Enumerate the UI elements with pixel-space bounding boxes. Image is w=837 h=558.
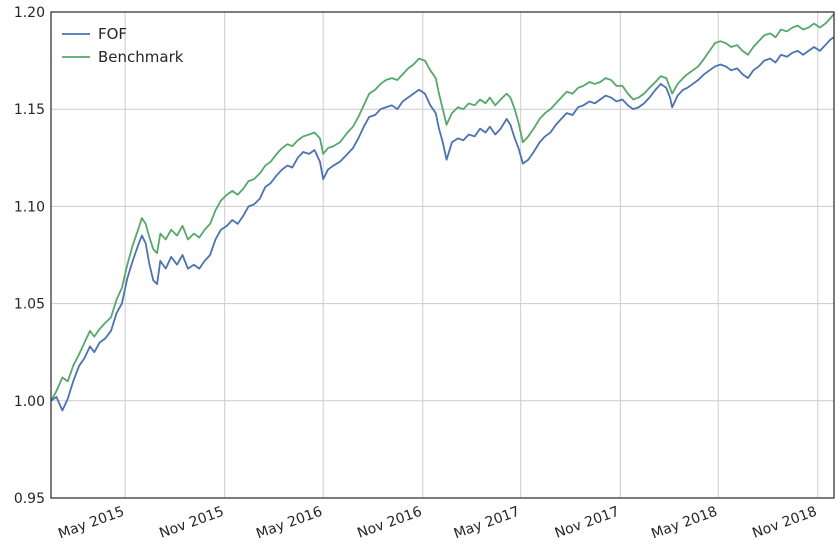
grid-lines xyxy=(51,11,834,499)
y-tick-label: 1.05 xyxy=(14,297,45,313)
series-line-benchmark xyxy=(51,13,834,402)
legend-label-fof: FOF xyxy=(98,25,127,43)
y-tick-label: 1.00 xyxy=(14,394,45,410)
plot-frame xyxy=(50,11,835,499)
y-axis-ticks: 0.95 1.00 1.05 1.10 1.15 1.20 xyxy=(14,5,45,507)
y-tick-label: 1.15 xyxy=(14,102,45,118)
series-layer xyxy=(51,13,834,412)
legend: FOF Benchmark xyxy=(62,25,184,66)
y-tick-label: 1.20 xyxy=(14,5,45,21)
y-tick-label: 0.95 xyxy=(14,491,45,507)
series-line-fof xyxy=(51,36,834,412)
legend-label-benchmark: Benchmark xyxy=(98,48,184,66)
y-tick-label: 1.10 xyxy=(14,199,45,215)
